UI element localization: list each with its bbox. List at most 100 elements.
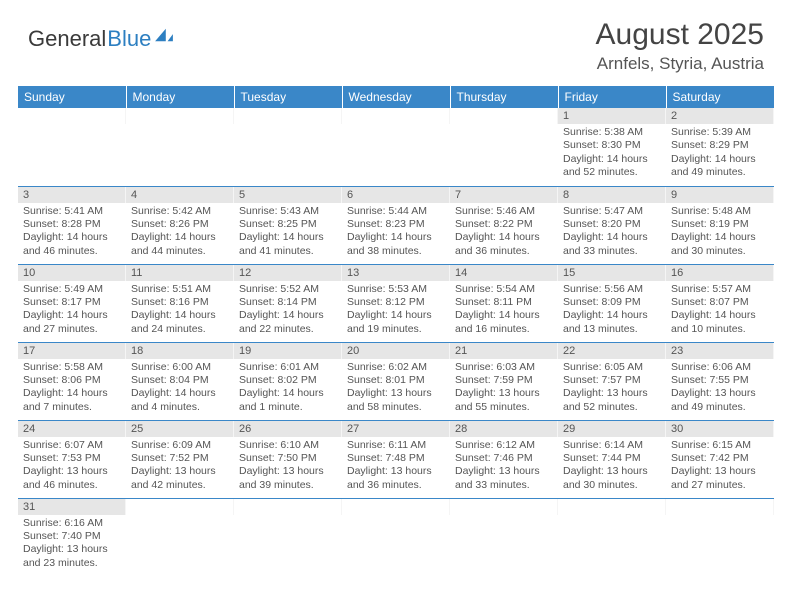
- daylight-label: Daylight: 13 hours and 52 minutes.: [563, 387, 661, 414]
- day-number: 7: [450, 187, 558, 203]
- calendar-table: Sunday Monday Tuesday Wednesday Thursday…: [18, 86, 774, 576]
- day-number: [666, 499, 774, 515]
- daylight-label: Daylight: 13 hours and 46 minutes.: [23, 465, 121, 492]
- daylight-label: Daylight: 14 hours and 30 minutes.: [671, 231, 769, 258]
- daylight-label: Daylight: 13 hours and 27 minutes.: [671, 465, 769, 492]
- sunset-label: Sunset: 8:30 PM: [563, 139, 661, 152]
- day-number: 23: [666, 343, 774, 359]
- sunset-label: Sunset: 8:07 PM: [671, 296, 769, 309]
- day-content: Sunrise: 6:00 AMSunset: 8:04 PMDaylight:…: [126, 359, 234, 418]
- day-number: 16: [666, 265, 774, 281]
- day-content: Sunrise: 5:38 AMSunset: 8:30 PMDaylight:…: [558, 124, 666, 183]
- sunrise-label: Sunrise: 5:54 AM: [455, 283, 553, 296]
- daylight-label: Daylight: 14 hours and 24 minutes.: [131, 309, 229, 336]
- day-number: 10: [18, 265, 126, 281]
- day-number: 30: [666, 421, 774, 437]
- day-content: Sunrise: 5:52 AMSunset: 8:14 PMDaylight:…: [234, 281, 342, 340]
- sunset-label: Sunset: 7:53 PM: [23, 452, 121, 465]
- day-content: Sunrise: 6:07 AMSunset: 7:53 PMDaylight:…: [18, 437, 126, 496]
- daylight-label: Daylight: 14 hours and 19 minutes.: [347, 309, 445, 336]
- sunrise-label: Sunrise: 6:02 AM: [347, 361, 445, 374]
- sunrise-label: Sunrise: 5:44 AM: [347, 205, 445, 218]
- calendar-day-cell: 4Sunrise: 5:42 AMSunset: 8:26 PMDaylight…: [126, 186, 234, 264]
- day-number: [126, 108, 234, 124]
- day-number: 25: [126, 421, 234, 437]
- day-content: Sunrise: 5:54 AMSunset: 8:11 PMDaylight:…: [450, 281, 558, 340]
- calendar-day-cell: 20Sunrise: 6:02 AMSunset: 8:01 PMDayligh…: [342, 342, 450, 420]
- daylight-label: Daylight: 14 hours and 49 minutes.: [671, 153, 769, 180]
- daylight-label: Daylight: 14 hours and 27 minutes.: [23, 309, 121, 336]
- daylight-label: Daylight: 14 hours and 4 minutes.: [131, 387, 229, 414]
- logo-sail-icon: [153, 27, 175, 43]
- sunrise-label: Sunrise: 6:15 AM: [671, 439, 769, 452]
- daylight-label: Daylight: 14 hours and 22 minutes.: [239, 309, 337, 336]
- day-content: Sunrise: 6:16 AMSunset: 7:40 PMDaylight:…: [18, 515, 126, 574]
- sunrise-label: Sunrise: 6:05 AM: [563, 361, 661, 374]
- calendar-day-cell: 16Sunrise: 5:57 AMSunset: 8:07 PMDayligh…: [666, 264, 774, 342]
- calendar-day-cell: [450, 498, 558, 576]
- sunset-label: Sunset: 8:01 PM: [347, 374, 445, 387]
- sunset-label: Sunset: 8:28 PM: [23, 218, 121, 231]
- sunset-label: Sunset: 8:02 PM: [239, 374, 337, 387]
- day-content: Sunrise: 6:10 AMSunset: 7:50 PMDaylight:…: [234, 437, 342, 496]
- day-content: Sunrise: 6:05 AMSunset: 7:57 PMDaylight:…: [558, 359, 666, 418]
- day-content: Sunrise: 5:43 AMSunset: 8:25 PMDaylight:…: [234, 203, 342, 262]
- sunrise-label: Sunrise: 5:51 AM: [131, 283, 229, 296]
- daylight-label: Daylight: 13 hours and 39 minutes.: [239, 465, 337, 492]
- day-content: Sunrise: 5:46 AMSunset: 8:22 PMDaylight:…: [450, 203, 558, 262]
- day-content: Sunrise: 5:56 AMSunset: 8:09 PMDaylight:…: [558, 281, 666, 340]
- calendar-day-cell: 15Sunrise: 5:56 AMSunset: 8:09 PMDayligh…: [558, 264, 666, 342]
- calendar-day-cell: 7Sunrise: 5:46 AMSunset: 8:22 PMDaylight…: [450, 186, 558, 264]
- sunrise-label: Sunrise: 5:49 AM: [23, 283, 121, 296]
- daylight-label: Daylight: 14 hours and 13 minutes.: [563, 309, 661, 336]
- daylight-label: Daylight: 14 hours and 38 minutes.: [347, 231, 445, 258]
- sunset-label: Sunset: 7:52 PM: [131, 452, 229, 465]
- day-content: Sunrise: 6:11 AMSunset: 7:48 PMDaylight:…: [342, 437, 450, 496]
- day-content: Sunrise: 6:02 AMSunset: 8:01 PMDaylight:…: [342, 359, 450, 418]
- day-content: Sunrise: 6:06 AMSunset: 7:55 PMDaylight:…: [666, 359, 774, 418]
- calendar-day-cell: 21Sunrise: 6:03 AMSunset: 7:59 PMDayligh…: [450, 342, 558, 420]
- sunrise-label: Sunrise: 5:48 AM: [671, 205, 769, 218]
- calendar-day-cell: 31Sunrise: 6:16 AMSunset: 7:40 PMDayligh…: [18, 498, 126, 576]
- sunrise-label: Sunrise: 5:56 AM: [563, 283, 661, 296]
- sunrise-label: Sunrise: 6:11 AM: [347, 439, 445, 452]
- day-number: 26: [234, 421, 342, 437]
- sunrise-label: Sunrise: 5:57 AM: [671, 283, 769, 296]
- sunset-label: Sunset: 8:09 PM: [563, 296, 661, 309]
- sunset-label: Sunset: 8:26 PM: [131, 218, 229, 231]
- day-number: [450, 108, 558, 124]
- daylight-label: Daylight: 14 hours and 46 minutes.: [23, 231, 121, 258]
- calendar-day-cell: 22Sunrise: 6:05 AMSunset: 7:57 PMDayligh…: [558, 342, 666, 420]
- weekday-header: Tuesday: [234, 86, 342, 108]
- sunset-label: Sunset: 7:40 PM: [23, 530, 121, 543]
- sunrise-label: Sunrise: 6:12 AM: [455, 439, 553, 452]
- sunrise-label: Sunrise: 5:58 AM: [23, 361, 121, 374]
- day-content: Sunrise: 6:12 AMSunset: 7:46 PMDaylight:…: [450, 437, 558, 496]
- day-content: Sunrise: 5:51 AMSunset: 8:16 PMDaylight:…: [126, 281, 234, 340]
- calendar-day-cell: 13Sunrise: 5:53 AMSunset: 8:12 PMDayligh…: [342, 264, 450, 342]
- logo-text-1: General: [28, 26, 106, 52]
- sunset-label: Sunset: 7:48 PM: [347, 452, 445, 465]
- day-number: 21: [450, 343, 558, 359]
- calendar-day-cell: [126, 498, 234, 576]
- day-number: 15: [558, 265, 666, 281]
- location-label: Arnfels, Styria, Austria: [596, 54, 764, 74]
- calendar-week-row: 10Sunrise: 5:49 AMSunset: 8:17 PMDayligh…: [18, 264, 774, 342]
- day-number: 18: [126, 343, 234, 359]
- sunset-label: Sunset: 8:16 PM: [131, 296, 229, 309]
- calendar-week-row: 24Sunrise: 6:07 AMSunset: 7:53 PMDayligh…: [18, 420, 774, 498]
- day-number: 29: [558, 421, 666, 437]
- day-content: Sunrise: 6:01 AMSunset: 8:02 PMDaylight:…: [234, 359, 342, 418]
- weekday-header: Sunday: [18, 86, 126, 108]
- day-content: Sunrise: 5:44 AMSunset: 8:23 PMDaylight:…: [342, 203, 450, 262]
- sunset-label: Sunset: 8:29 PM: [671, 139, 769, 152]
- calendar-day-cell: 11Sunrise: 5:51 AMSunset: 8:16 PMDayligh…: [126, 264, 234, 342]
- day-content: Sunrise: 5:42 AMSunset: 8:26 PMDaylight:…: [126, 203, 234, 262]
- calendar-day-cell: 9Sunrise: 5:48 AMSunset: 8:19 PMDaylight…: [666, 186, 774, 264]
- day-number: 19: [234, 343, 342, 359]
- day-number: [558, 499, 666, 515]
- calendar-day-cell: 18Sunrise: 6:00 AMSunset: 8:04 PMDayligh…: [126, 342, 234, 420]
- daylight-label: Daylight: 14 hours and 16 minutes.: [455, 309, 553, 336]
- day-number: 17: [18, 343, 126, 359]
- sunset-label: Sunset: 7:59 PM: [455, 374, 553, 387]
